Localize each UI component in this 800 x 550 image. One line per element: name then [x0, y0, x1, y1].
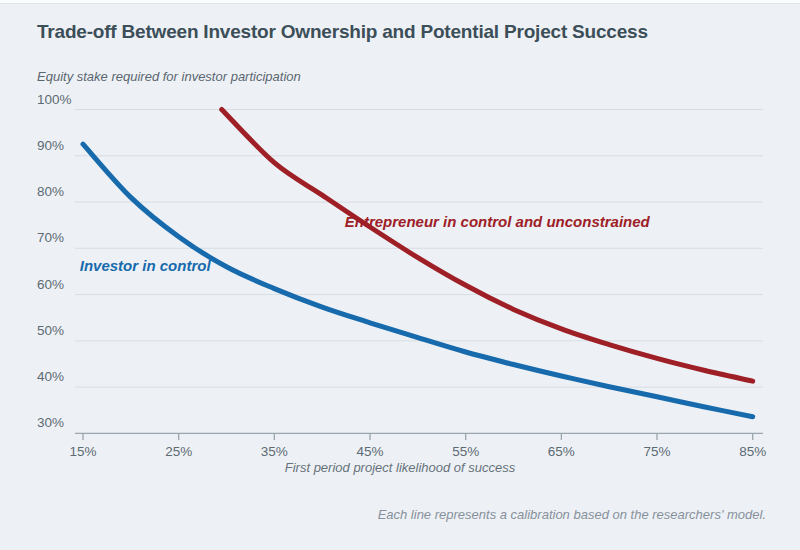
y-tick-label: 70% — [37, 230, 64, 245]
y-tick-label: 90% — [37, 138, 64, 153]
x-tick-label: 25% — [165, 444, 192, 459]
series-label-investor: Investor in control — [80, 257, 212, 274]
y-tick-label: 100% — [37, 92, 72, 107]
footnote: Each line represents a calibration based… — [378, 507, 766, 522]
curve-investor-in-control — [83, 144, 753, 417]
x-axis-title: First period project likelihood of succe… — [0, 460, 800, 475]
x-tick-label: 65% — [548, 444, 575, 459]
series-label-entrepreneur: Entrepreneur in control and unconstraine… — [345, 213, 651, 230]
x-tick-label: 75% — [644, 444, 671, 459]
y-tick-label: 80% — [37, 184, 64, 199]
x-tick-label: 45% — [356, 444, 383, 459]
y-tick-label: 50% — [37, 323, 64, 338]
y-tick-label: 40% — [37, 369, 64, 384]
y-tick-label: 30% — [37, 415, 64, 430]
x-tick-label: 55% — [452, 444, 479, 459]
x-tick-label: 15% — [69, 444, 96, 459]
x-tick-label: 35% — [261, 444, 288, 459]
y-tick-label: 60% — [37, 277, 64, 292]
x-tick-label: 85% — [739, 444, 766, 459]
